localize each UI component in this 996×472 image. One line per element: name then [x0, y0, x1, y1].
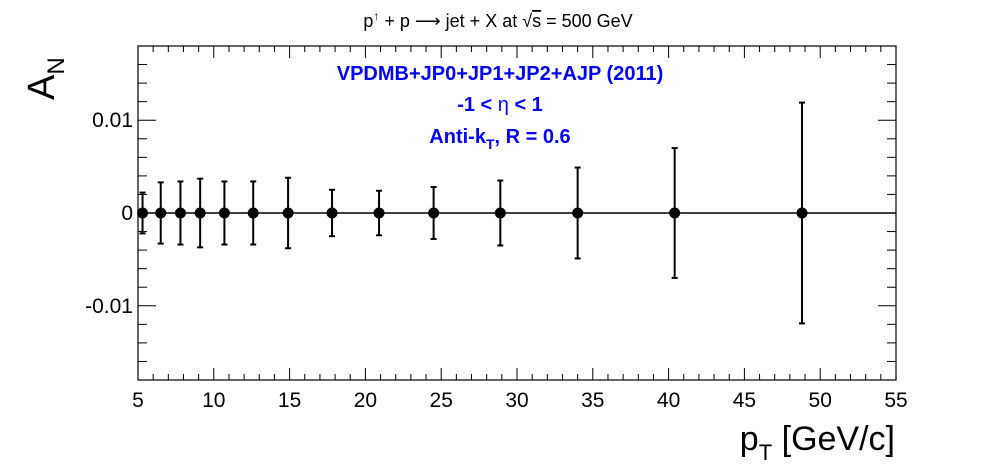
- y-axis-title: AN: [21, 57, 70, 100]
- data-point: [326, 207, 338, 219]
- data-point-group: [796, 101, 808, 325]
- data-point-group: [194, 177, 206, 249]
- data-point-group: [373, 189, 385, 237]
- annotation-triggers: VPDMB+JP0+JP1+JP2+AJP (2011): [337, 63, 664, 85]
- data-point: [218, 207, 230, 219]
- x-tick-label: 40: [657, 389, 680, 412]
- data-point: [669, 207, 681, 219]
- x-tick-labels: 5 10 15 20 25 30 35 40 45 50 55: [132, 389, 908, 412]
- data-point-group: [174, 180, 186, 246]
- data-point: [494, 207, 506, 219]
- y-tick-label: 0: [121, 202, 133, 225]
- x-tick-label: 45: [733, 389, 756, 412]
- data-point-group: [494, 179, 506, 247]
- y-tick-label: -0.01: [85, 295, 133, 318]
- y-tick-label: 0.01: [92, 109, 133, 132]
- x-tick-label: 20: [354, 389, 377, 412]
- x-tick-label: 5: [132, 389, 144, 412]
- data-point: [282, 207, 294, 219]
- data-point: [174, 207, 186, 219]
- data-point-group: [137, 191, 149, 235]
- data-point-group: [326, 188, 338, 238]
- y-tick-labels: -0.01 0 0.01: [85, 109, 133, 318]
- x-tick-label: 25: [430, 389, 453, 412]
- data-point-group: [282, 176, 294, 250]
- data-point: [137, 207, 149, 219]
- x-tick-label: 15: [278, 389, 301, 412]
- data-point: [572, 207, 584, 219]
- data-point: [428, 207, 440, 219]
- data-point-group: [218, 180, 230, 246]
- x-tick-label: 35: [581, 389, 604, 412]
- x-tick-label: 55: [884, 389, 907, 412]
- x-tick-label: 10: [202, 389, 225, 412]
- data-point-group: [155, 181, 167, 245]
- data-point-group: [247, 180, 259, 246]
- x-axis-ticks: [137, 46, 897, 380]
- y-axis-ticks: [138, 45, 896, 381]
- data-point-group: [669, 147, 681, 279]
- x-tick-label: 50: [809, 389, 832, 412]
- data-points: [137, 101, 808, 325]
- annotation-eta-range: -1 < η < 1: [457, 94, 543, 116]
- data-point: [155, 207, 167, 219]
- data-point-group: [428, 186, 440, 240]
- data-point: [373, 207, 385, 219]
- x-axis-title: pT [GeV/c]: [740, 420, 895, 465]
- data-point: [247, 207, 259, 219]
- x-tick-label: 30: [505, 389, 528, 412]
- annotation-jet-algorithm: Anti-kT, R = 0.6: [429, 126, 570, 152]
- data-point: [194, 207, 206, 219]
- chart-title: p↑ + p ⟶ jet + X at √s = 500 GeV: [363, 9, 632, 31]
- data-point-group: [572, 166, 584, 260]
- data-point: [796, 207, 808, 219]
